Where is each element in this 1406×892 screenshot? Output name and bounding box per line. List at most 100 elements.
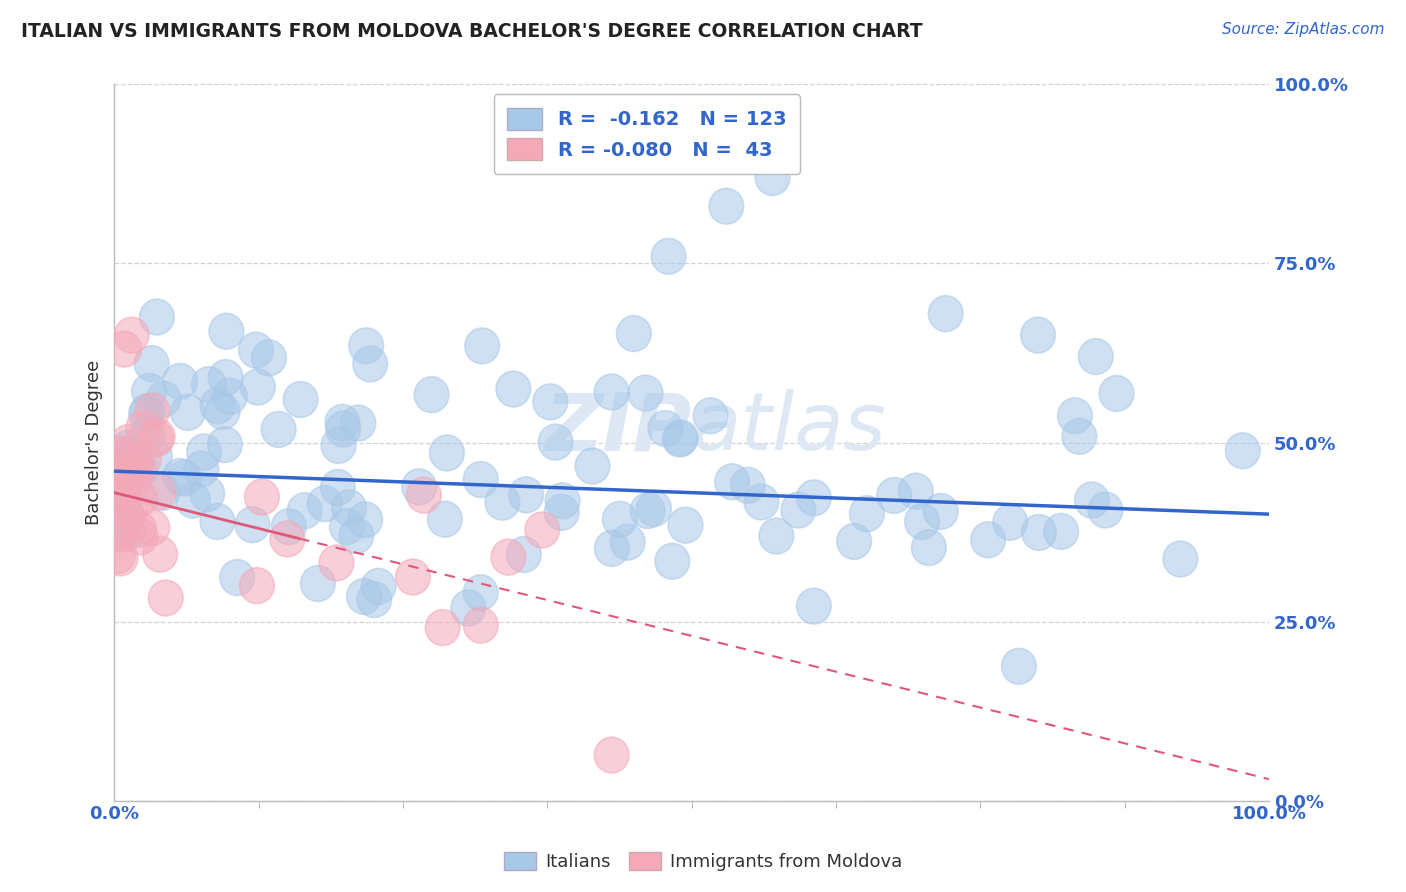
Ellipse shape [122,481,157,516]
Ellipse shape [491,540,526,575]
Ellipse shape [1226,433,1260,468]
Ellipse shape [190,475,225,512]
Text: ZIP: ZIP [544,389,692,467]
Legend: Italians, Immigrants from Moldova: Italians, Immigrants from Moldova [496,845,910,879]
Ellipse shape [122,452,157,488]
Ellipse shape [1001,648,1036,684]
Ellipse shape [1099,376,1133,411]
Ellipse shape [176,483,211,518]
Ellipse shape [205,393,240,429]
Ellipse shape [103,540,138,576]
Ellipse shape [610,524,645,560]
Ellipse shape [107,439,141,475]
Ellipse shape [163,458,197,494]
Ellipse shape [111,513,146,549]
Ellipse shape [1062,418,1097,454]
Ellipse shape [329,508,364,545]
Ellipse shape [321,427,356,463]
Ellipse shape [245,479,280,515]
Text: ITALIAN VS IMMIGRANTS FROM MOLDOVA BACHELOR'S DEGREE CORRELATION CHART: ITALIAN VS IMMIGRANTS FROM MOLDOVA BACHE… [21,22,922,41]
Ellipse shape [135,509,170,546]
Text: atlas: atlas [692,389,886,467]
Ellipse shape [101,452,136,489]
Ellipse shape [1088,492,1123,528]
Ellipse shape [797,588,831,624]
Ellipse shape [170,394,205,430]
Ellipse shape [464,462,498,498]
Ellipse shape [139,299,174,335]
Ellipse shape [200,388,235,424]
Ellipse shape [104,479,139,515]
Ellipse shape [308,485,342,522]
Ellipse shape [655,543,689,579]
Ellipse shape [617,316,651,351]
Ellipse shape [406,477,441,513]
Ellipse shape [287,492,322,529]
Ellipse shape [167,460,201,496]
Ellipse shape [353,346,388,382]
Ellipse shape [759,518,794,554]
Ellipse shape [187,434,221,470]
Ellipse shape [127,410,160,446]
Ellipse shape [898,474,934,509]
Ellipse shape [208,359,243,395]
Ellipse shape [637,491,671,526]
Ellipse shape [101,476,135,513]
Ellipse shape [141,418,174,454]
Ellipse shape [595,531,628,566]
Ellipse shape [108,464,143,500]
Ellipse shape [837,524,872,559]
Ellipse shape [877,477,911,514]
Ellipse shape [709,188,744,224]
Ellipse shape [1022,515,1056,550]
Ellipse shape [496,371,530,407]
Ellipse shape [347,579,381,615]
Ellipse shape [430,435,464,471]
Ellipse shape [744,484,779,520]
Ellipse shape [1021,318,1056,353]
Ellipse shape [129,393,165,429]
Ellipse shape [132,374,166,409]
Ellipse shape [755,160,790,195]
Ellipse shape [103,516,136,552]
Ellipse shape [509,477,544,513]
Ellipse shape [797,480,831,516]
Ellipse shape [209,313,243,349]
Ellipse shape [731,467,765,503]
Ellipse shape [342,405,375,441]
Ellipse shape [546,483,579,518]
Ellipse shape [693,398,728,434]
Ellipse shape [252,340,287,376]
Ellipse shape [110,465,143,500]
Ellipse shape [108,505,143,541]
Ellipse shape [107,331,142,367]
Ellipse shape [101,457,135,492]
Ellipse shape [240,369,276,405]
Ellipse shape [544,494,579,530]
Ellipse shape [108,448,143,483]
Ellipse shape [200,504,235,540]
Text: Source: ZipAtlas.com: Source: ZipAtlas.com [1222,22,1385,37]
Ellipse shape [270,521,305,557]
Ellipse shape [110,499,145,534]
Ellipse shape [332,490,367,525]
Ellipse shape [143,536,177,572]
Ellipse shape [415,376,449,413]
Ellipse shape [1043,514,1078,549]
Ellipse shape [104,515,139,550]
Ellipse shape [347,502,382,538]
Ellipse shape [127,442,162,478]
Ellipse shape [395,559,430,595]
Ellipse shape [1074,482,1109,518]
Ellipse shape [112,491,148,526]
Ellipse shape [628,376,662,411]
Ellipse shape [114,318,149,353]
Ellipse shape [101,538,135,574]
Legend: R =  -0.162   N = 123, R = -0.080   N =  43: R = -0.162 N = 123, R = -0.080 N = 43 [494,95,800,174]
Y-axis label: Bachelor's Degree: Bachelor's Degree [86,359,103,525]
Ellipse shape [648,410,683,446]
Ellipse shape [849,496,884,532]
Ellipse shape [924,493,957,529]
Ellipse shape [139,421,174,457]
Ellipse shape [163,363,197,400]
